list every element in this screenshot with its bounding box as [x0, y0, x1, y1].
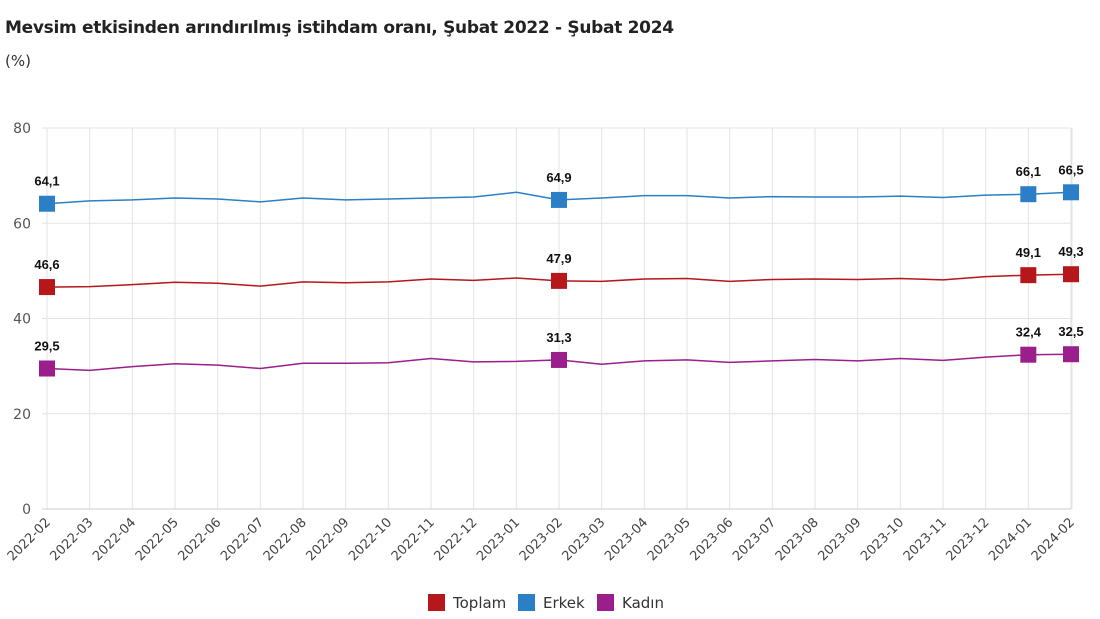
legend-swatch-toplam — [428, 594, 445, 611]
data-marker — [1063, 346, 1079, 363]
data-label: 64,9 — [546, 170, 571, 185]
x-tick-label: 2022-07 — [218, 515, 267, 564]
y-tick-label: 20 — [13, 407, 31, 423]
x-tick-label: 2023-06 — [687, 515, 736, 564]
data-label: 32,5 — [1058, 324, 1083, 339]
x-tick-label: 2023-04 — [602, 515, 651, 564]
y-tick-label: 60 — [13, 216, 31, 232]
chart-title: Mevsim etkisinden arındırılmış istihdam … — [5, 18, 674, 38]
data-label: 66,5 — [1058, 162, 1083, 177]
x-tick-label: 2024-02 — [1029, 515, 1078, 564]
data-marker — [1063, 184, 1079, 201]
legend-label: Toplam — [452, 594, 506, 612]
data-marker — [1020, 186, 1037, 203]
x-tick-label: 2022-11 — [389, 515, 438, 564]
data-label: 47,9 — [546, 251, 571, 266]
x-tick-label: 2022-02 — [5, 515, 54, 564]
x-tick-label: 2022-03 — [47, 515, 96, 564]
data-label: 64,1 — [34, 174, 59, 189]
x-tick-label: 2023-03 — [559, 515, 608, 564]
x-tick-label: 2023-01 — [474, 515, 523, 564]
x-tick-label: 2023-07 — [730, 515, 779, 564]
x-tick-label: 2023-11 — [901, 515, 950, 564]
data-label: 49,3 — [1058, 244, 1083, 259]
data-label: 46,6 — [34, 257, 59, 272]
x-tick-label: 2023-12 — [943, 515, 992, 564]
x-tick-label: 2022-05 — [133, 515, 182, 564]
x-tick-label: 2023-08 — [773, 515, 822, 564]
x-tick-label: 2022-06 — [175, 515, 224, 564]
y-tick-label: 40 — [13, 312, 31, 328]
y-tick-label: 0 — [22, 502, 31, 518]
x-tick-label: 2022-08 — [261, 515, 310, 564]
data-marker — [1063, 266, 1079, 283]
x-tick-label: 2023-09 — [815, 515, 864, 564]
data-marker — [551, 351, 567, 368]
x-tick-label: 2023-10 — [858, 515, 907, 564]
x-tick-label: 2023-05 — [645, 515, 694, 564]
x-tick-label: 2023-02 — [517, 515, 566, 564]
data-marker — [551, 272, 567, 289]
x-tick-label: 2022-12 — [431, 515, 480, 564]
chart-unit: (%) — [5, 52, 31, 70]
data-label: 49,1 — [1016, 245, 1041, 260]
data-marker — [551, 191, 567, 208]
legend-label: Kadın — [622, 594, 664, 612]
legend-label: Erkek — [543, 594, 585, 612]
data-label: 66,1 — [1016, 164, 1041, 179]
data-label: 31,3 — [546, 330, 571, 345]
y-tick-label: 80 — [13, 121, 31, 137]
x-tick-label: 2024-01 — [986, 515, 1035, 564]
data-marker — [39, 360, 55, 377]
x-tick-label: 2022-09 — [303, 515, 352, 564]
data-marker — [39, 195, 55, 212]
legend-swatch-erkek — [518, 594, 535, 611]
data-marker — [1020, 346, 1037, 363]
x-tick-label: 2022-04 — [90, 515, 139, 564]
data-label: 32,4 — [1016, 325, 1042, 340]
x-tick-label: 2022-10 — [346, 515, 395, 564]
data-marker — [39, 279, 55, 296]
data-label: 29,5 — [34, 339, 59, 354]
legend-swatch-kadın — [597, 594, 614, 611]
data-marker — [1020, 267, 1037, 284]
